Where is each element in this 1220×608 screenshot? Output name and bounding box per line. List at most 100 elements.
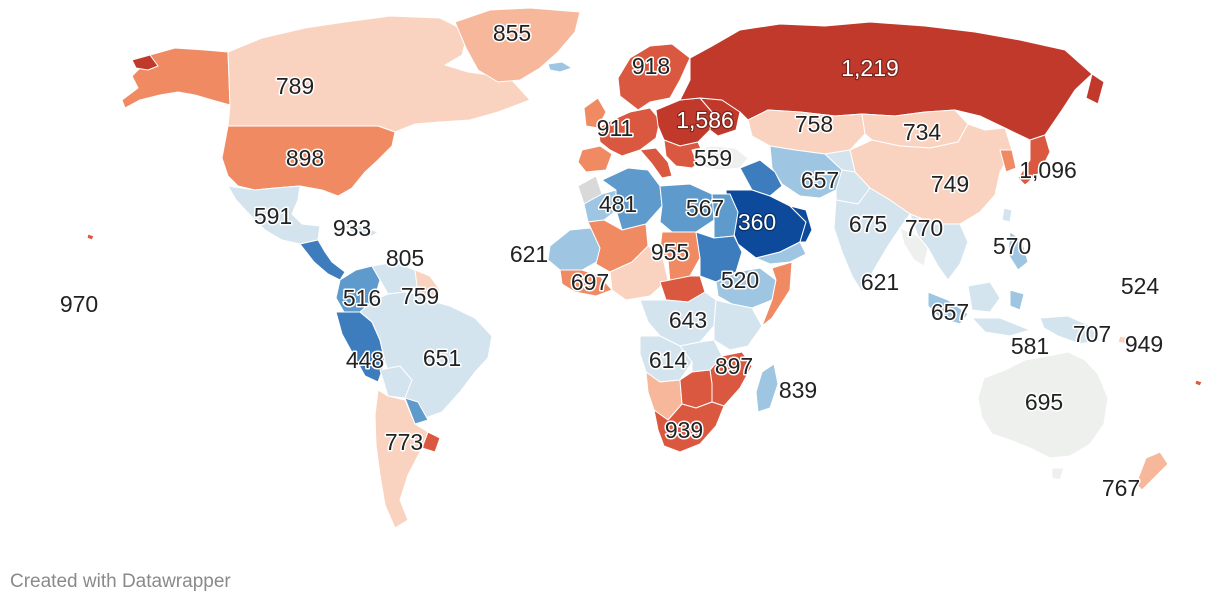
region-algeria[interactable] <box>601 167 663 231</box>
region-oman[interactable] <box>789 205 813 243</box>
region-india[interactable] <box>833 187 911 293</box>
label-argentina: 773 <box>385 429 423 455</box>
region-western-europe[interactable] <box>597 107 661 157</box>
region-central-america[interactable] <box>299 239 346 281</box>
region-venezuela[interactable] <box>371 261 421 295</box>
label-solomon: 949 <box>1125 331 1163 357</box>
region-usa[interactable] <box>221 125 396 197</box>
region-indonesia-east[interactable] <box>971 317 1031 337</box>
region-philippines[interactable] <box>1007 231 1029 271</box>
label-peru: 448 <box>346 347 384 373</box>
label-mozambique: 897 <box>715 353 753 379</box>
region-papua[interactable] <box>1039 315 1101 345</box>
region-hawaii-dot[interactable] <box>86 233 95 241</box>
label-south-africa: 939 <box>665 417 703 443</box>
region-iberia[interactable] <box>577 145 613 173</box>
label-india: 675 <box>849 211 887 237</box>
label-guyana: 759 <box>401 283 439 309</box>
region-cuba[interactable] <box>339 221 379 237</box>
label-egypt: 567 <box>686 195 724 221</box>
region-south-africa[interactable] <box>653 401 725 453</box>
region-australia[interactable] <box>977 351 1109 459</box>
oceania-regions <box>86 233 1203 491</box>
label-turkey: 559 <box>694 145 732 171</box>
region-iceland[interactable] <box>547 61 573 73</box>
region-botswana[interactable] <box>679 369 713 409</box>
region-new-zealand[interactable] <box>1135 451 1169 491</box>
label-bangladesh: 770 <box>905 215 943 241</box>
label-japan: 1,096 <box>1019 157 1077 183</box>
region-taiwan[interactable] <box>1001 207 1013 223</box>
europe-regions <box>577 43 741 179</box>
label-philippines: 570 <box>993 233 1031 259</box>
world-choropleth-map: 855 789 898 591 933 805 759 516 448 651 … <box>58 7 1203 529</box>
region-fiji-dot[interactable] <box>1194 379 1203 387</box>
region-alaska[interactable] <box>121 47 231 109</box>
region-korea[interactable] <box>999 149 1017 173</box>
region-uk-ireland[interactable] <box>583 97 607 129</box>
label-china: 749 <box>931 171 969 197</box>
label-micronesia: 524 <box>1121 273 1160 299</box>
label-mali: 697 <box>571 269 609 295</box>
label-brazil: 651 <box>423 345 461 371</box>
region-yemen[interactable] <box>755 241 807 265</box>
label-colombia: 516 <box>343 285 381 311</box>
region-kazakhstan[interactable] <box>747 109 866 155</box>
label-ethiopia: 520 <box>721 267 759 293</box>
region-madagascar[interactable] <box>755 363 779 413</box>
label-scandinavia: 918 <box>632 53 670 79</box>
region-bolivia[interactable] <box>379 365 413 399</box>
label-australia: 695 <box>1025 389 1063 415</box>
label-mexico: 591 <box>254 203 292 229</box>
region-alaska-tip[interactable] <box>131 54 159 71</box>
label-cuba: 933 <box>333 215 371 241</box>
region-uruguay[interactable] <box>421 431 441 453</box>
label-angola: 614 <box>649 347 688 373</box>
region-somalia[interactable] <box>761 261 793 327</box>
region-japan[interactable] <box>1017 134 1051 186</box>
label-sri-lanka: 621 <box>861 269 899 295</box>
label-venezuela: 805 <box>386 245 424 271</box>
label-congo: 643 <box>669 307 707 333</box>
region-tasmania[interactable] <box>1051 467 1065 481</box>
region-guinea-coast[interactable] <box>559 269 613 297</box>
label-west-africa: 621 <box>510 241 548 267</box>
label-indonesia: 657 <box>931 299 969 325</box>
north-america-regions <box>121 7 581 281</box>
africa-regions <box>547 167 813 453</box>
region-greenland[interactable] <box>454 7 581 83</box>
region-mexico[interactable] <box>227 185 321 245</box>
label-canada: 789 <box>276 73 314 99</box>
label-new-zealand: 767 <box>1102 475 1140 501</box>
region-guyana[interactable] <box>414 269 441 301</box>
label-timor: 581 <box>1011 333 1049 359</box>
region-turkey[interactable] <box>691 145 749 171</box>
label-chad: 955 <box>651 239 689 265</box>
label-kazakhstan: 758 <box>795 111 833 137</box>
value-labels: 855 789 898 591 933 805 759 516 448 651 … <box>58 19 1164 503</box>
label-greenland: 855 <box>493 20 531 46</box>
label-papua: 707 <box>1073 321 1111 347</box>
label-russia: 1,219 <box>841 55 899 81</box>
label-eastern-europe: 1,586 <box>676 107 734 133</box>
datawrapper-credit: Created with Datawrapper <box>10 571 231 592</box>
region-argentina[interactable] <box>374 389 429 529</box>
label-saudi-arabia: 360 <box>738 209 776 235</box>
region-italy[interactable] <box>639 147 673 179</box>
region-solomon-dot[interactable] <box>1117 335 1131 345</box>
label-madagascar: 839 <box>779 377 817 403</box>
label-usa: 898 <box>286 145 324 171</box>
label-mongolia: 734 <box>903 119 942 145</box>
label-algeria: 481 <box>599 191 637 217</box>
label-western-europe: 911 <box>597 115 634 141</box>
asia-regions <box>679 21 1105 293</box>
region-sulawesi[interactable] <box>1009 289 1025 311</box>
region-borneo[interactable] <box>967 281 1001 313</box>
region-kamchatka[interactable] <box>1085 73 1105 105</box>
region-brazil[interactable] <box>359 291 493 421</box>
region-indonesia-west[interactable] <box>927 291 969 325</box>
region-myanmar[interactable] <box>899 227 929 267</box>
region-east-africa[interactable] <box>713 299 763 351</box>
label-hawaii: 970 <box>60 291 98 317</box>
label-iran: 657 <box>801 167 839 193</box>
